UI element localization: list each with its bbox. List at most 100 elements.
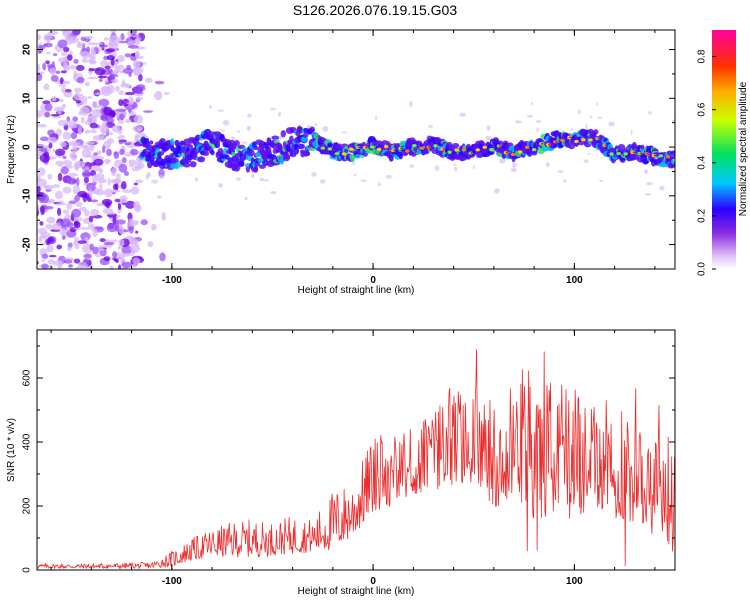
spectrogram-cell [117,137,121,140]
spectrogram-cell [111,125,121,133]
spectrogram-cell [609,152,614,156]
spectrogram-cell [94,67,106,76]
spectrogram-cell [96,202,104,207]
spectrogram-cell [639,152,642,155]
spectrogram-cell [124,53,132,58]
spectrogram-cell [393,149,396,152]
spectrogram-cell [135,90,144,95]
spectrogram-cell [327,147,333,151]
spectrogram-cell [269,108,277,111]
spectrogram-cell [68,141,78,147]
spectrogram-cell [90,162,96,166]
spectrogram-cell [61,234,66,240]
spectrogram-cell [41,193,50,204]
spectrogram-cell [278,111,282,118]
x-tick-label: 0 [370,576,376,587]
spectrogram-cell [548,143,551,146]
spectrogram-cell [197,156,206,163]
spectrogram-cell [133,114,144,124]
spectrogram-cell [77,261,88,269]
spectrogram-cell [92,101,98,109]
spectrogram-cell [412,144,417,148]
spectrogram-cell [80,227,91,230]
spectrogram-cell [270,191,277,195]
spectrogram-cell [52,184,60,188]
spectrogram-cell [44,102,53,112]
spectrogram-cell [238,160,245,167]
spectrogram-cell [186,144,193,149]
spectrogram-cell [117,118,125,124]
spectrogram-cell [132,59,141,69]
spectrogram-cell [222,119,230,126]
spectrogram-cell [60,166,69,175]
spectrogram-cell [56,244,63,250]
spectrogram-cell [473,164,476,170]
spectrogram-cell [57,119,68,127]
spectrogram-cell [62,209,70,215]
spectrogram-cell [286,143,291,152]
spectrogram-cell [74,160,86,169]
spectrogram-cell [151,223,157,231]
colorbar-tick-label: 0.0 [697,262,708,276]
spectrogram-cell [112,178,122,184]
spectrogram-cell [81,57,88,64]
spectrogram-cell [319,179,326,184]
snr-frame [36,329,676,571]
spectrogram-cell [122,229,130,233]
spectrogram-cell [447,150,452,154]
spectrogram-cell [72,116,79,122]
spectrogram-cell [135,230,139,234]
spectrogram-cell [39,235,48,240]
spectrogram-cell [67,172,78,177]
spectrogram-cell [79,106,90,116]
spectrogram-cell [66,54,73,61]
spectrogram-cell [125,119,132,124]
spectrogram-cell [115,85,120,92]
spectrogram-cell [250,174,255,178]
spectrogram-cell [76,44,84,49]
spectrogram-cell [51,95,57,102]
spectrogram-cell [172,158,179,164]
spectrogram-cell [121,245,132,255]
spectrogram-cell [124,152,132,157]
spectrogram-cell [138,74,143,82]
spectrogram-cell [597,116,603,119]
spectrogram-cell [581,138,586,142]
spectrogram-cell [555,140,558,143]
spectrogram-cell [353,173,357,177]
spectrogram-cell [108,132,114,136]
spectrogram-cell [505,151,509,154]
spectrogram-cell [88,53,95,59]
spectrogram-cell [596,102,599,106]
spectrogram-cell [78,144,89,149]
spectrogram-cell [94,189,106,196]
spectrogram-cell [87,96,93,99]
spectrogram-cell [341,131,347,134]
spectrogram-cell [530,102,534,106]
spectrogram-cell [77,126,83,135]
spectrogram-cell [98,167,104,174]
spectrogram-cell [111,78,119,84]
spectrogram-cell [95,253,101,258]
spectrogram-cell [108,35,120,44]
spectrogram-cell [92,228,98,238]
spectrogram-cell [118,264,122,269]
spectrogram-cell [461,148,466,152]
spectrogram-cell [123,142,132,146]
spectrogram-cell [183,162,191,168]
spectrogram-cell [236,177,241,181]
spectrogram-cell [55,70,61,74]
spectrogram-cell [87,76,99,80]
spectrogram-cell [266,146,272,155]
spectrogram-cell [74,87,82,93]
spectrogram-cell [128,226,134,234]
spectrogram-cell [73,258,81,264]
spectrogram-cell [100,44,108,48]
spectrogram-cell [409,101,413,107]
spectrogram-cell [409,164,415,168]
spectrogram-cell [122,67,134,74]
spectrogram-cell [236,130,241,133]
spectrogram-cell [253,165,259,173]
spectrogram-cell [47,258,55,265]
